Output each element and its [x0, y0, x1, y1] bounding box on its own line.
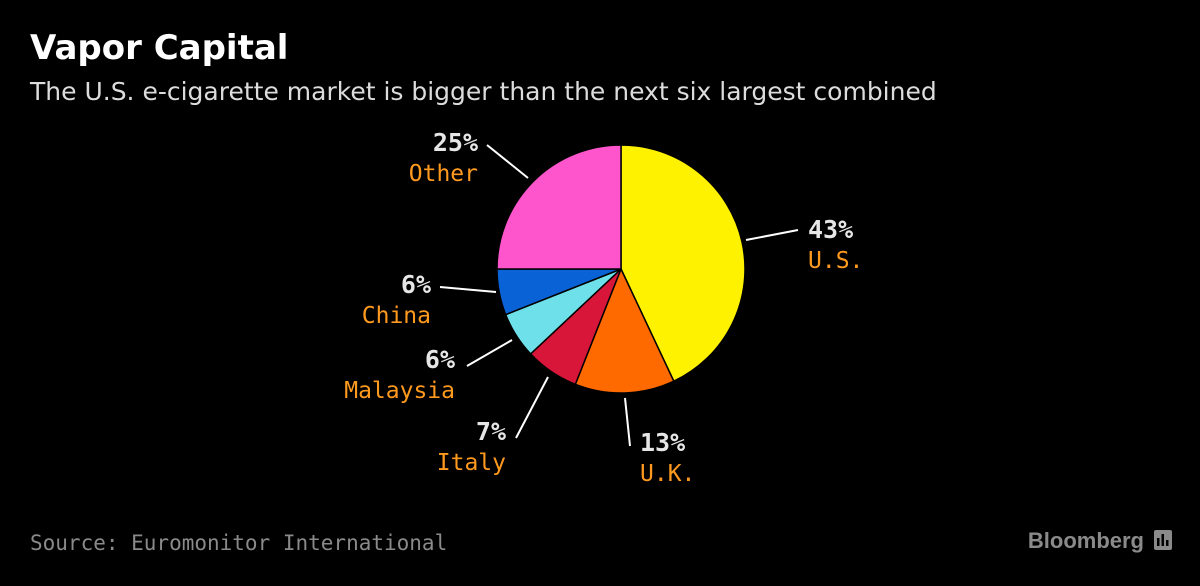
chart-subtitle: The U.S. e-cigarette market is bigger th… — [30, 77, 937, 106]
chart-title: Vapor Capital — [30, 28, 289, 68]
pie-slice-us — [620, 144, 746, 383]
source-note: Source: Euromonitor International — [30, 531, 448, 555]
brand-logo: Bloomberg — [1027, 528, 1144, 553]
value-label-china: 6% — [401, 270, 431, 299]
pie-slice-uk — [574, 267, 675, 394]
category-label-malaysia: Malaysia — [344, 378, 455, 404]
category-label-other: Other — [409, 161, 478, 187]
category-label-china: China — [362, 303, 431, 329]
value-label-other: 25% — [433, 128, 478, 157]
leader-line-uk — [624, 397, 631, 447]
value-label-malaysia: 6% — [425, 345, 455, 374]
leader-line-us — [745, 229, 799, 241]
leader-line-other — [486, 144, 529, 179]
category-label-us: U.S. — [808, 248, 863, 274]
pie-slice-other — [496, 144, 622, 270]
value-label-uk: 13% — [640, 428, 685, 457]
bloomberg-bars-icon — [1154, 530, 1172, 550]
category-label-uk: U.K. — [640, 461, 695, 487]
leader-line-italy — [515, 376, 549, 439]
value-label-italy: 7% — [476, 417, 506, 446]
category-label-italy: Italy — [437, 450, 506, 476]
value-label-us: 43% — [808, 215, 853, 244]
leader-line-malaysia — [466, 339, 513, 367]
leader-line-china — [439, 286, 497, 293]
